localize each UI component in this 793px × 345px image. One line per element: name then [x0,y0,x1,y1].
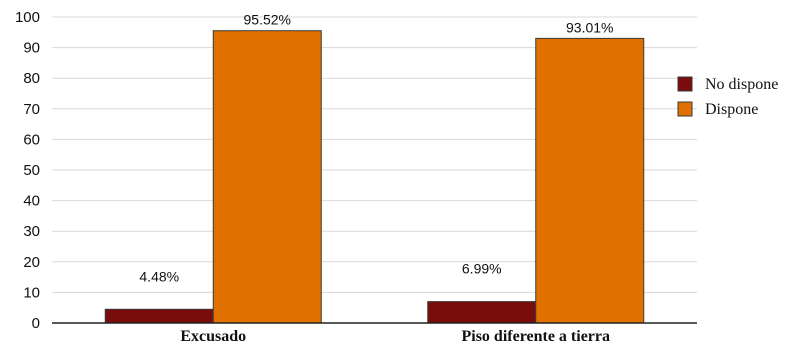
legend: No dispone Dispone [677,76,778,118]
bar-dispone [535,37,645,324]
y-tick-label: 10 [23,284,40,301]
y-axis-ticks: 0 10 20 30 40 50 60 70 80 90 100 [15,9,40,332]
x-axis-categories: Excusado Piso diferente a tierra [180,328,610,345]
bar-no-dispone [104,308,214,324]
x-category-label: Piso diferente a tierra [461,328,610,345]
y-tick-label: 20 [23,254,40,271]
data-label: 6.99% [462,261,502,277]
y-tick-label: 60 [23,131,40,148]
y-tick-label: 70 [23,101,40,118]
data-labels: 4.48% 95.52% 6.99% 93.01% [139,12,613,285]
data-label: 95.52% [244,12,291,28]
bar-no-dispone [427,301,537,324]
legend-label: Dispone [705,101,758,118]
x-category-label: Excusado [180,328,246,345]
legend-swatch [677,101,693,117]
legend-label: No dispone [705,76,778,93]
gridlines [52,16,697,293]
y-tick-label: 30 [23,223,40,240]
bar-dispone [212,30,322,324]
y-tick-label: 40 [23,193,40,210]
y-tick-label: 100 [15,9,40,26]
y-tick-label: 90 [23,40,40,57]
y-tick-label: 0 [32,315,40,332]
bars [104,30,645,324]
y-tick-label: 80 [23,70,40,87]
data-label: 93.01% [566,19,613,35]
y-tick-label: 50 [23,162,40,179]
legend-swatch [677,76,693,92]
data-label: 4.48% [139,268,179,284]
